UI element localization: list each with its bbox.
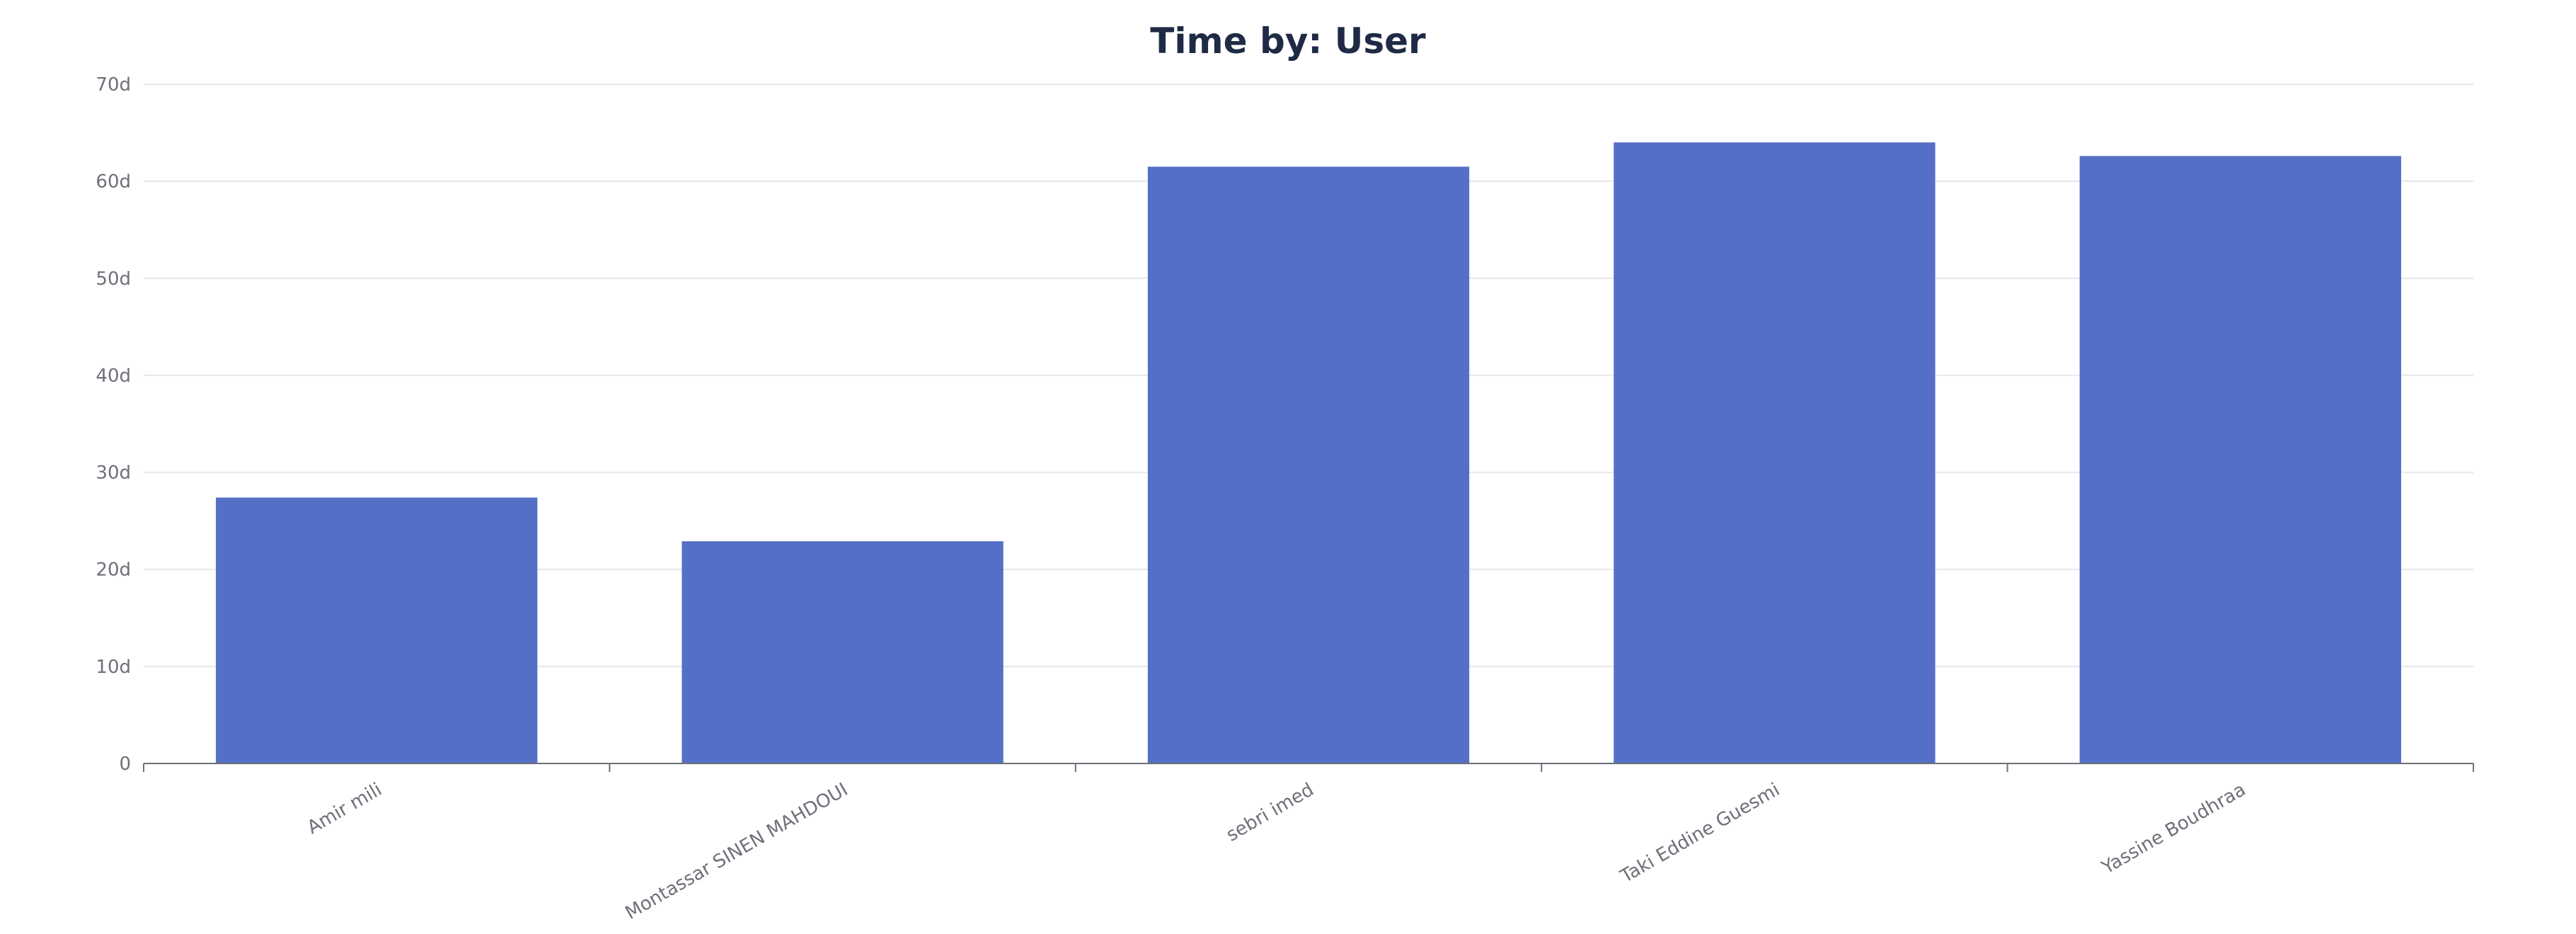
bar-3[interactable] bbox=[1147, 166, 1470, 764]
y-tick-label: 10d bbox=[96, 657, 131, 678]
x-category-label: Taki Eddine Guesmi bbox=[1616, 779, 1783, 888]
bar-1[interactable] bbox=[216, 497, 538, 763]
bar-5[interactable] bbox=[2079, 156, 2401, 763]
y-tick-label: 60d bbox=[96, 171, 131, 192]
y-tick-label: 70d bbox=[96, 74, 131, 96]
x-axis-category-labels: Amir mili Montassar SINEN MAHDOUI sebri im… bbox=[304, 779, 2249, 924]
y-tick-label: 40d bbox=[96, 365, 131, 386]
bars bbox=[216, 142, 2401, 764]
x-axis bbox=[143, 763, 2474, 772]
bar-4[interactable] bbox=[1614, 142, 1936, 764]
y-tick-label: 20d bbox=[96, 560, 131, 581]
x-category-label: Yassine Boudhraa bbox=[2098, 779, 2249, 879]
x-category-label: sebri imed bbox=[1223, 779, 1318, 846]
y-tick-label: 30d bbox=[96, 463, 131, 484]
chart-title: Time by: User bbox=[1150, 21, 1426, 62]
x-category-label: Montassar SINEN MAHDOUI bbox=[622, 779, 852, 924]
y-tick-label: 50d bbox=[96, 268, 131, 289]
y-tick-label: 0 bbox=[119, 754, 131, 775]
bar-2[interactable] bbox=[682, 541, 1004, 763]
x-category-label: Amir mili bbox=[304, 779, 386, 838]
y-axis-tick-labels: 0 10d 20d 30d 40d 50d 60d 70d bbox=[96, 74, 131, 775]
